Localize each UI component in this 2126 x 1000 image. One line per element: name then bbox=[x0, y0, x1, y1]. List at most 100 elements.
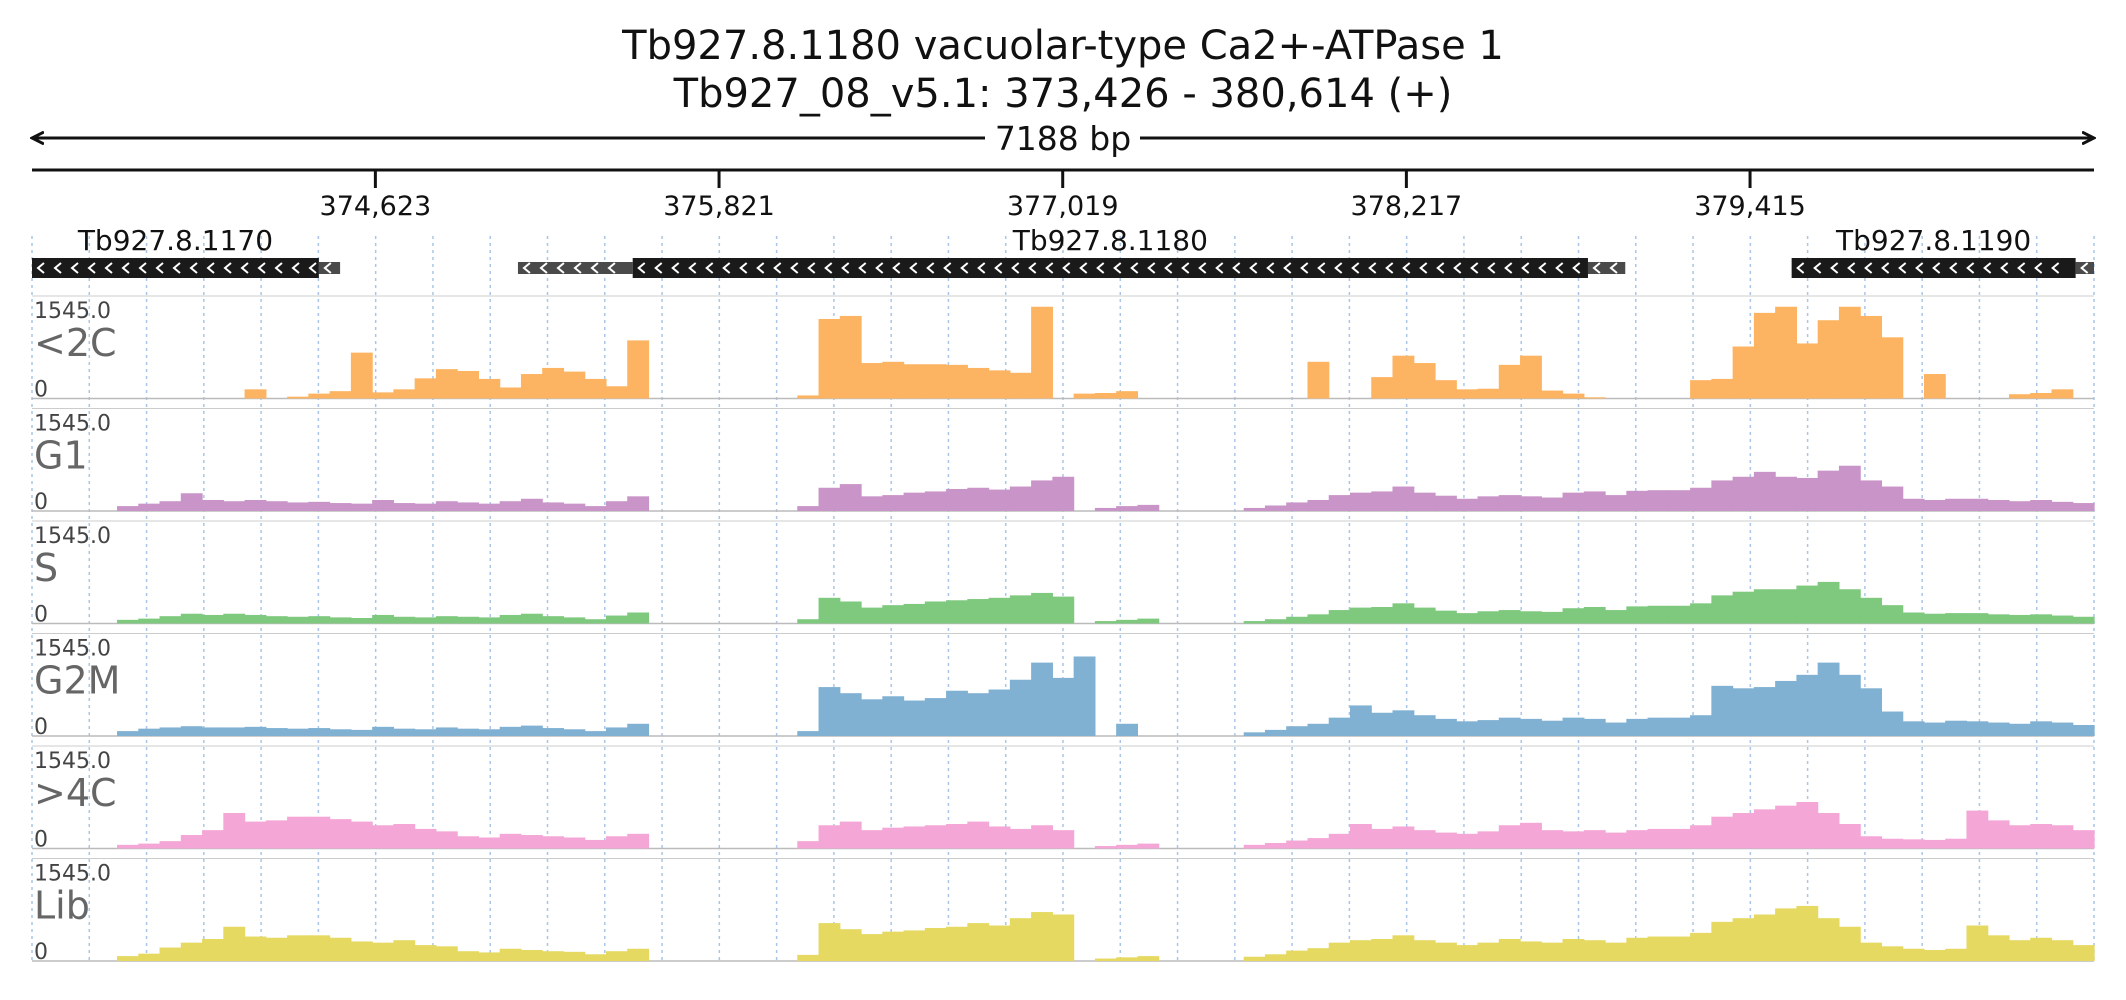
coverage-bar bbox=[924, 601, 947, 624]
strand-chevron bbox=[1538, 262, 1547, 274]
coverage-bar bbox=[308, 728, 331, 736]
coverage-bar bbox=[584, 619, 607, 624]
coverage-bar bbox=[1031, 306, 1053, 399]
coverage-bar bbox=[605, 951, 628, 961]
coverage-bar bbox=[202, 499, 224, 511]
coverage-bar bbox=[797, 731, 820, 736]
coverage-bar bbox=[1094, 507, 1117, 511]
coverage-bar bbox=[1562, 831, 1585, 849]
strand-chevron bbox=[1949, 262, 1958, 274]
coverage-bar bbox=[1307, 838, 1330, 849]
coverage-bar bbox=[1264, 729, 1287, 736]
strand-chevron bbox=[155, 262, 164, 274]
coverage-bar bbox=[1477, 496, 1500, 511]
coverage-bar bbox=[1881, 946, 1904, 961]
coverage-bar bbox=[1264, 954, 1287, 961]
coverage-bar bbox=[180, 726, 203, 736]
coverage-bar bbox=[584, 378, 607, 399]
coverage-bar bbox=[1116, 844, 1139, 849]
coverage-bar bbox=[2072, 830, 2095, 849]
coverage-bar bbox=[584, 731, 607, 736]
strand-chevron bbox=[790, 262, 799, 274]
coverage-bar bbox=[435, 946, 458, 961]
strand-chevron bbox=[1300, 262, 1309, 274]
coverage-bar bbox=[882, 827, 905, 849]
coverage-bar bbox=[1243, 507, 1266, 511]
coverage-bar bbox=[1413, 492, 1436, 511]
coverage-bar bbox=[1264, 619, 1287, 624]
coverage-bar bbox=[605, 727, 628, 736]
coverage-bar bbox=[350, 503, 373, 511]
strand-chevron bbox=[773, 262, 782, 274]
coverage-bar bbox=[563, 503, 586, 511]
coverage-bar bbox=[1838, 926, 1861, 961]
coverage-bar bbox=[839, 484, 862, 511]
coverage-bar bbox=[1052, 476, 1075, 511]
coverage-bar bbox=[1945, 498, 1968, 511]
coverage-bar bbox=[138, 728, 161, 736]
coverage-bar bbox=[1626, 606, 1649, 624]
coverage-bar bbox=[478, 617, 501, 624]
coverage-bar bbox=[924, 825, 947, 849]
strand-chevron bbox=[1813, 262, 1822, 274]
coverage-bar bbox=[265, 616, 288, 624]
coverage-bar bbox=[1094, 846, 1117, 849]
coverage-bar bbox=[1838, 306, 1861, 399]
coverage-bar bbox=[1775, 306, 1797, 399]
coverage-bar bbox=[1690, 932, 1712, 961]
coverage-bar bbox=[202, 938, 224, 961]
coverage-bar bbox=[1945, 613, 1968, 624]
coverage-bar bbox=[1817, 662, 1840, 736]
coverage-bar bbox=[1583, 606, 1606, 624]
gene-feature[interactable]: Tb927.8.1190 bbox=[1791, 224, 2094, 278]
coverage-bar bbox=[1668, 936, 1691, 961]
coverage-bar bbox=[1243, 621, 1266, 624]
coverage-bar bbox=[138, 503, 161, 511]
coverage-bar bbox=[457, 728, 480, 736]
coverage-bar bbox=[988, 370, 1011, 399]
figure-title: Tb927.8.1180 vacuolar-type Ca2+-ATPase 1 bbox=[621, 23, 1504, 69]
coverage-bar bbox=[946, 690, 968, 736]
coverage-bar bbox=[478, 837, 501, 849]
coverage-bar bbox=[605, 836, 628, 849]
coverage-bar bbox=[1732, 918, 1755, 961]
gene-feature[interactable]: Tb927.8.1180 bbox=[517, 224, 1626, 278]
coverage-bar bbox=[1860, 480, 1883, 511]
coverage-bar bbox=[1796, 802, 1819, 849]
coverage-bar bbox=[1860, 597, 1883, 624]
gene-feature[interactable]: Tb927.8.1170 bbox=[32, 224, 341, 278]
coverage-bar bbox=[499, 726, 522, 736]
coverage-bar bbox=[202, 614, 224, 624]
coverage-bar bbox=[1520, 496, 1542, 511]
coverage-bar bbox=[350, 821, 373, 849]
coverage-bar bbox=[393, 616, 416, 624]
strand-chevron bbox=[1572, 262, 1581, 274]
strand-chevron bbox=[257, 262, 266, 274]
coverage-bar bbox=[1456, 721, 1479, 736]
coverage-bar bbox=[1626, 490, 1649, 511]
coverage-bar bbox=[1923, 839, 1946, 849]
coverage-bar bbox=[1307, 361, 1330, 399]
strand-chevron bbox=[688, 262, 697, 274]
coverage-bar bbox=[1562, 717, 1585, 736]
coverage-bar bbox=[1711, 378, 1734, 399]
coverage-bar bbox=[1371, 377, 1394, 399]
coverage-bar bbox=[372, 614, 394, 624]
coverage-bar bbox=[584, 839, 607, 849]
coverage-bar bbox=[1987, 820, 2010, 849]
strand-chevron bbox=[1830, 262, 1839, 274]
coverage-bar bbox=[414, 828, 437, 849]
coverage-bar bbox=[478, 952, 501, 961]
coverage-bar bbox=[1392, 355, 1415, 399]
coverage-bar bbox=[1753, 471, 1776, 511]
coverage-bar bbox=[1583, 940, 1606, 961]
coverage-bar bbox=[563, 617, 586, 624]
coverage-bar bbox=[563, 837, 586, 849]
coverage-bar bbox=[1605, 832, 1627, 849]
coverage-bar bbox=[1796, 674, 1819, 736]
coverage-bar bbox=[903, 826, 926, 849]
coverage-bar bbox=[1137, 618, 1160, 624]
coverage-bar bbox=[1902, 839, 1925, 849]
coverage-bar bbox=[924, 927, 947, 961]
